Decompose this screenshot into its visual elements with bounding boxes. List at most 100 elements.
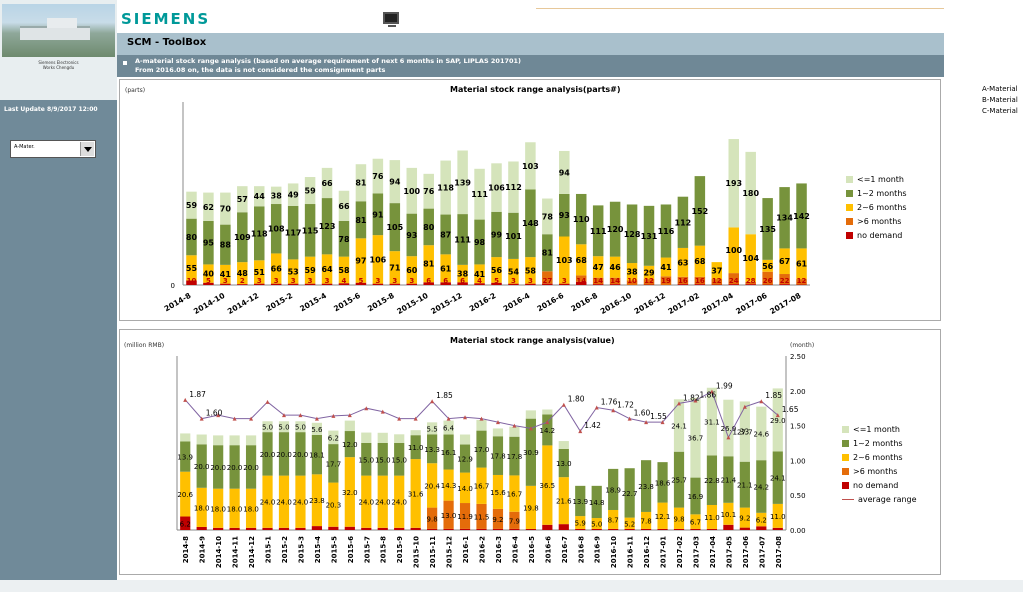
x-tick-label: 2016-9 <box>594 536 602 563</box>
x-tick-label: 2017-07 <box>758 536 766 568</box>
bar-segment <box>643 265 655 280</box>
data-label: 9.8 <box>427 515 438 523</box>
bar-segment <box>559 150 570 194</box>
x-tick-label: 2016-5 <box>528 536 536 563</box>
monitor-icon[interactable] <box>383 12 399 27</box>
average-range-point <box>331 413 336 418</box>
data-label: 20.0 <box>210 464 226 472</box>
bar-segment <box>338 190 350 221</box>
data-label: 14.2 <box>540 427 556 435</box>
data-label: 64 <box>321 265 333 274</box>
bar-segment <box>262 527 273 530</box>
data-label: 16 <box>695 277 705 285</box>
x-tick-label: 2015-8 <box>366 291 396 313</box>
data-label: 19.8 <box>523 504 539 512</box>
data-label: 111 <box>590 227 607 236</box>
data-label: 14.3 <box>441 482 457 490</box>
legend-item: <=1 month <box>857 174 905 184</box>
average-range-point <box>249 416 254 421</box>
data-label: 99 <box>491 230 503 239</box>
material-item-c[interactable]: C-Material <box>982 107 1018 115</box>
data-label: 115 <box>302 226 319 235</box>
data-label: 23.8 <box>638 483 654 491</box>
x-tick-label: 2017-06 <box>734 291 768 316</box>
x-tick-label: 2016-10 <box>610 536 618 568</box>
bar-segment <box>213 527 224 530</box>
bar-segment <box>690 514 701 529</box>
data-label: 78 <box>542 212 554 221</box>
data-label: 53 <box>288 268 299 277</box>
data-label: 22 <box>780 277 790 285</box>
material-select[interactable]: A-Mater. <box>10 140 96 158</box>
bar-segment <box>427 422 438 435</box>
data-label: 4 <box>477 277 482 285</box>
data-label: 13.0 <box>556 460 572 468</box>
chart1-ylabel: (parts) <box>125 87 146 94</box>
bar-segment <box>220 264 231 284</box>
bar-segment <box>711 279 723 285</box>
data-label: 152 <box>691 207 708 216</box>
data-label: 66 <box>338 202 350 211</box>
data-label: 3 <box>257 277 262 285</box>
data-label: 87 <box>440 230 451 239</box>
data-label: 54 <box>508 267 520 276</box>
data-label: 59 <box>186 201 198 210</box>
data-label: 55 <box>186 264 198 273</box>
bar-segment <box>394 434 405 443</box>
bar-segment <box>690 528 701 530</box>
x-tick-label: 2017-08 <box>775 536 783 568</box>
data-label: 20.0 <box>293 451 309 459</box>
x-tick-label: 2016-12 <box>633 291 667 316</box>
data-label: 58 <box>338 266 350 275</box>
bar-segment <box>355 201 367 239</box>
data-label: 3 <box>562 277 567 285</box>
data-label: 19 <box>661 277 671 285</box>
bar-segment <box>372 193 384 236</box>
data-label: 15.0 <box>391 456 407 464</box>
average-range-label: 1.86 <box>699 391 716 400</box>
info-bar: A-material stock range analysis (based o… <box>117 55 944 77</box>
bar-segment <box>624 468 635 518</box>
data-label: 6 <box>426 277 431 285</box>
chart2-y2label: (month) <box>790 342 815 349</box>
x-tick-label: 2016-8 <box>577 536 585 563</box>
bar-segment <box>459 434 471 445</box>
average-range-label: 1.60 <box>634 409 651 418</box>
bar-segment <box>626 204 638 264</box>
average-range-point <box>199 416 204 421</box>
data-label: 111 <box>471 190 488 199</box>
bar-segment <box>196 487 207 527</box>
bar-segment <box>677 196 689 248</box>
material-item-b[interactable]: B-Material <box>982 96 1018 104</box>
x-tick-label: 2016-6 <box>535 291 565 313</box>
data-label: 135 <box>759 225 776 234</box>
data-label: 6 <box>460 277 465 285</box>
data-label: 5 <box>206 277 211 285</box>
bar-segment <box>406 167 418 214</box>
bar-segment <box>311 422 323 435</box>
data-label: 41 <box>220 270 232 279</box>
data-label: 68 <box>694 257 706 266</box>
bar-segment <box>427 528 438 530</box>
data-label: 3 <box>392 277 397 285</box>
data-label: 24.6 <box>754 430 770 438</box>
data-label: 11.0 <box>704 514 720 522</box>
bar-segment <box>196 444 207 488</box>
bar-segment <box>389 160 401 204</box>
bar-segment <box>491 257 502 283</box>
data-label: 22.7 <box>622 490 638 498</box>
bar-segment <box>591 528 602 530</box>
data-label: 27.7 <box>737 429 753 437</box>
material-item-a[interactable]: A-Material <box>982 85 1018 93</box>
data-label: 180 <box>742 189 759 198</box>
x-tick-label: 2017-02 <box>676 536 684 568</box>
bar-segment <box>229 435 240 446</box>
bar-segment <box>254 260 265 284</box>
bar-segment <box>660 204 672 258</box>
bar-segment <box>592 284 604 285</box>
bar-segment <box>476 467 487 504</box>
bar-segment <box>508 212 519 259</box>
bar-segment <box>254 206 265 261</box>
bar-segment <box>203 220 214 265</box>
chevron-down-icon[interactable] <box>80 142 94 156</box>
